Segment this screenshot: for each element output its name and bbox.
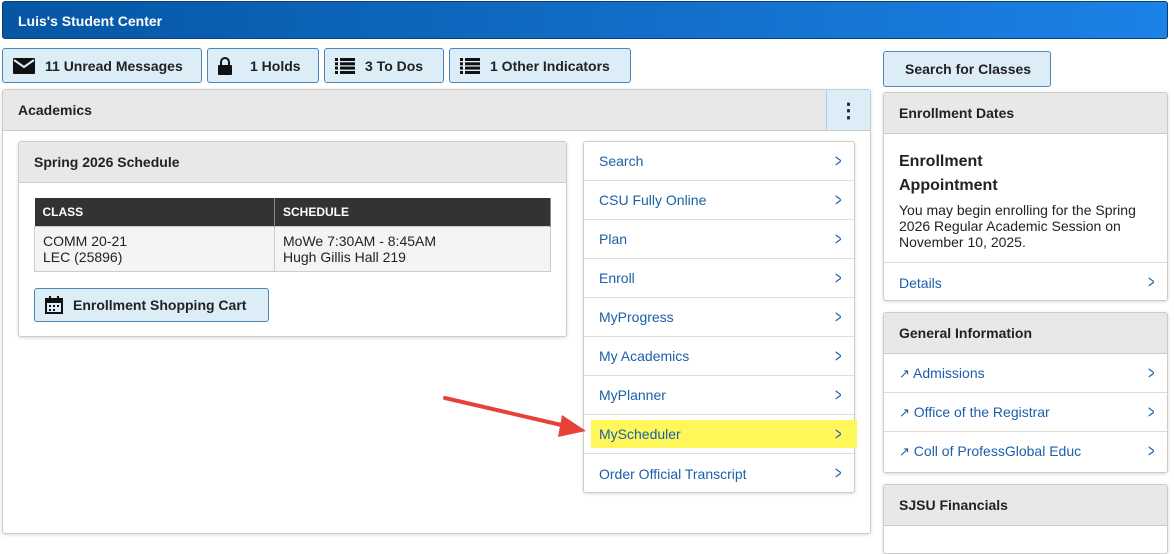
nav-item-order-official-transcript[interactable]: Order Official Transcript > bbox=[584, 454, 854, 493]
general-information-panel: General Information ↗ Admissions > ↗ Offic… bbox=[883, 312, 1168, 473]
schedule-header: Spring 2026 Schedule bbox=[19, 142, 566, 183]
general-information-header: General Information bbox=[884, 313, 1167, 354]
search-classes-label: Search for Classes bbox=[905, 61, 1032, 77]
nav-item-label: My Academics bbox=[599, 348, 690, 364]
chevron-right-icon: > bbox=[835, 267, 842, 288]
external-link-icon: ↗ bbox=[899, 365, 910, 381]
financials-header: SJSU Financials bbox=[884, 485, 1167, 526]
external-link-label: ↗ Coll of ProfessGlobal Educ bbox=[899, 443, 1081, 460]
class-section: LEC (25896) bbox=[43, 249, 123, 265]
link-text: Coll of ProfessGlobal Educ bbox=[913, 443, 1082, 459]
chevron-right-icon: > bbox=[1148, 272, 1155, 292]
nav-item-label: CSU Fully Online bbox=[599, 192, 707, 208]
nav-item-my-academics[interactable]: My Academics > bbox=[584, 337, 854, 376]
table-row: COMM 20-21 LEC (25896) MoWe 7:30AM - 8:45… bbox=[34, 226, 551, 272]
general-info-link[interactable]: ↗ Coll of ProfessGlobal Educ > bbox=[884, 432, 1167, 471]
enrollment-heading: Enrollment bbox=[899, 153, 983, 170]
nav-item-search[interactable]: Search > bbox=[584, 142, 854, 181]
class-cell: COMM 20-21 LEC (25896) bbox=[34, 226, 275, 272]
other-indicators-label: 1 Other Indicators bbox=[490, 57, 610, 74]
enrollment-text: You may begin enrolling for the Spring 2… bbox=[899, 202, 1136, 250]
unread-messages-button[interactable]: 11 Unread Messages bbox=[2, 48, 202, 83]
nav-item-plan[interactable]: Plan > bbox=[584, 220, 854, 259]
lock-icon bbox=[218, 56, 232, 75]
nav-item-label: Order Official Transcript bbox=[599, 465, 747, 482]
nav-item-label: MyScheduler bbox=[591, 420, 858, 448]
shopping-cart-button[interactable]: Enrollment Shopping Cart bbox=[34, 288, 269, 322]
todos-button[interactable]: 3 To Dos bbox=[324, 48, 444, 83]
more-options-button[interactable]: ⋮ bbox=[826, 90, 870, 130]
academics-header: Academics ⋮ bbox=[3, 90, 870, 131]
chevron-right-icon: > bbox=[835, 384, 842, 405]
chevron-right-icon: > bbox=[1148, 362, 1155, 383]
nav-item-label: MyProgress bbox=[599, 309, 674, 325]
link-text: Admissions bbox=[913, 364, 985, 381]
details-link[interactable]: Details > bbox=[884, 263, 1167, 302]
nav-item-myprogress[interactable]: MyProgress > bbox=[584, 298, 854, 337]
list-icon bbox=[460, 57, 480, 74]
schedule-title: Spring 2026 Schedule bbox=[34, 154, 180, 170]
chevron-right-icon: > bbox=[835, 306, 842, 327]
nav-item-myplanner[interactable]: MyPlanner > bbox=[584, 376, 854, 415]
chevron-right-icon: > bbox=[1148, 401, 1155, 422]
class-name: COMM 20-21 bbox=[43, 233, 128, 249]
nav-item-label: Plan bbox=[599, 231, 628, 247]
chevron-right-icon: > bbox=[835, 228, 842, 249]
shopping-cart-label: Enrollment Shopping Cart bbox=[73, 297, 247, 313]
nav-item-label: Search bbox=[599, 153, 644, 169]
unread-messages-label: 11 Unread Messages bbox=[45, 57, 183, 74]
column-header-schedule: SCHEDULE bbox=[274, 198, 551, 227]
schedule-cell: MoWe 7:30AM - 8:45AM Hugh Gillis Hall 219 bbox=[274, 226, 551, 272]
class-room: Hugh Gillis Hall 219 bbox=[283, 249, 406, 265]
column-header-class: CLASS bbox=[34, 198, 275, 227]
link-text: Office of the Registrar bbox=[913, 403, 1050, 420]
annotation-arrow bbox=[443, 396, 586, 437]
general-information-title: General Information bbox=[899, 325, 1033, 341]
kebab-icon: ⋮ bbox=[838, 99, 859, 122]
chevron-right-icon: > bbox=[1148, 441, 1155, 461]
details-label: Details bbox=[899, 274, 942, 291]
nav-item-label: Enroll bbox=[599, 270, 635, 286]
schedule-card: Spring 2026 Schedule CLASS SCHEDULE COMM … bbox=[18, 141, 567, 337]
nav-item-csu-fully-online[interactable]: CSU Fully Online > bbox=[584, 181, 854, 220]
nav-item-enroll[interactable]: Enroll > bbox=[584, 259, 854, 298]
general-info-link[interactable]: ↗ Office of the Registrar > bbox=[884, 393, 1167, 432]
schedule-table: CLASS SCHEDULE COMM 20-21 LEC (25896) MoWe… bbox=[34, 198, 551, 272]
academics-title: Academics bbox=[18, 102, 92, 118]
chevron-right-icon: > bbox=[835, 423, 842, 444]
enrollment-dates-panel: Enrollment Dates Enrollment Appointment … bbox=[883, 92, 1168, 301]
external-link-icon: ↗ bbox=[899, 444, 910, 459]
nav-item-label: MyPlanner bbox=[599, 387, 666, 403]
chevron-right-icon: > bbox=[835, 189, 842, 210]
nav-item-myscheduler[interactable]: MyScheduler > bbox=[584, 415, 858, 454]
enrollment-dates-title: Enrollment Dates bbox=[899, 105, 1015, 121]
chevron-right-icon: > bbox=[835, 345, 842, 366]
financials-panel: SJSU Financials bbox=[883, 484, 1168, 554]
todos-label: 3 To Dos bbox=[365, 57, 424, 74]
class-time: MoWe 7:30AM - 8:45AM bbox=[283, 233, 437, 249]
appointment-heading: Appointment bbox=[899, 177, 998, 194]
external-link-icon: ↗ bbox=[899, 404, 910, 420]
general-info-link[interactable]: ↗ Admissions > bbox=[884, 354, 1167, 393]
other-indicators-button[interactable]: 1 Other Indicators bbox=[449, 48, 631, 83]
list-icon bbox=[335, 57, 355, 74]
academics-nav: Search > CSU Fully Online > Plan > Enroll > MyPr… bbox=[583, 141, 858, 493]
search-classes-button[interactable]: Search for Classes bbox=[883, 51, 1051, 87]
page-header: Luis's Student Center bbox=[2, 1, 1168, 39]
chevron-right-icon: > bbox=[835, 150, 842, 171]
enrollment-dates-header: Enrollment Dates bbox=[884, 93, 1167, 134]
financials-title: SJSU Financials bbox=[899, 497, 1008, 513]
holds-button[interactable]: 1 Holds bbox=[207, 48, 319, 83]
external-link-label: ↗ Admissions bbox=[899, 365, 985, 382]
calendar-icon bbox=[45, 296, 63, 314]
chevron-right-icon: > bbox=[835, 463, 842, 483]
holds-label: 1 Holds bbox=[250, 57, 301, 74]
external-link-label: ↗ Office of the Registrar bbox=[899, 404, 1050, 421]
envelope-icon bbox=[13, 57, 35, 74]
